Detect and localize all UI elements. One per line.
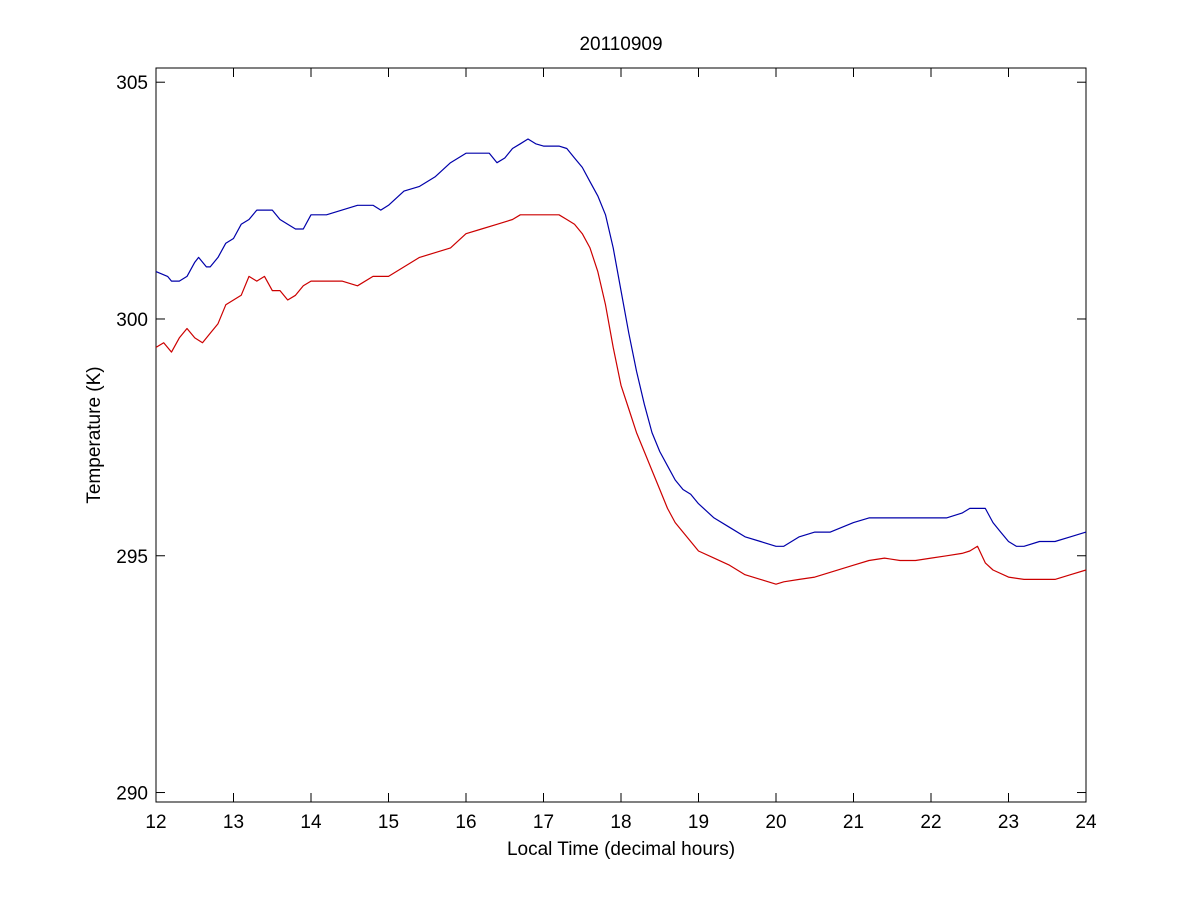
x-axis-label: Local Time (decimal hours) xyxy=(507,839,735,860)
x-tick-label: 13 xyxy=(223,812,244,833)
x-tick-label: 22 xyxy=(920,812,941,833)
y-tick-label: 300 xyxy=(116,310,148,331)
series-line-2 xyxy=(155,214,1087,585)
x-tick-label: 20 xyxy=(765,812,786,833)
y-tick-label: 305 xyxy=(116,73,148,94)
y-tick-label: 295 xyxy=(116,547,148,568)
y-axis-label: Temperature (K) xyxy=(84,366,105,503)
x-tick-label: 15 xyxy=(378,812,399,833)
series-layer xyxy=(155,138,1087,585)
x-tick-label: 24 xyxy=(1075,812,1097,833)
x-tick-label: 23 xyxy=(998,812,1019,833)
x-tick-label: 16 xyxy=(455,812,476,833)
plot-area xyxy=(155,67,1087,803)
x-tick-label: 12 xyxy=(145,812,166,833)
x-tick-label: 17 xyxy=(533,812,554,833)
series-line-1 xyxy=(155,138,1087,547)
chart-title: 20110909 xyxy=(579,34,662,55)
y-tick-label: 290 xyxy=(116,784,148,805)
x-tick-label: 18 xyxy=(610,812,631,833)
tick-layer: 12 13 14 15 16 17 18 19 20 21 22 23 24 290 295 300 305 xyxy=(116,68,1097,833)
x-tick-label: 21 xyxy=(843,812,864,833)
x-tick-label: 14 xyxy=(300,812,322,833)
x-tick-label: 19 xyxy=(688,812,709,833)
